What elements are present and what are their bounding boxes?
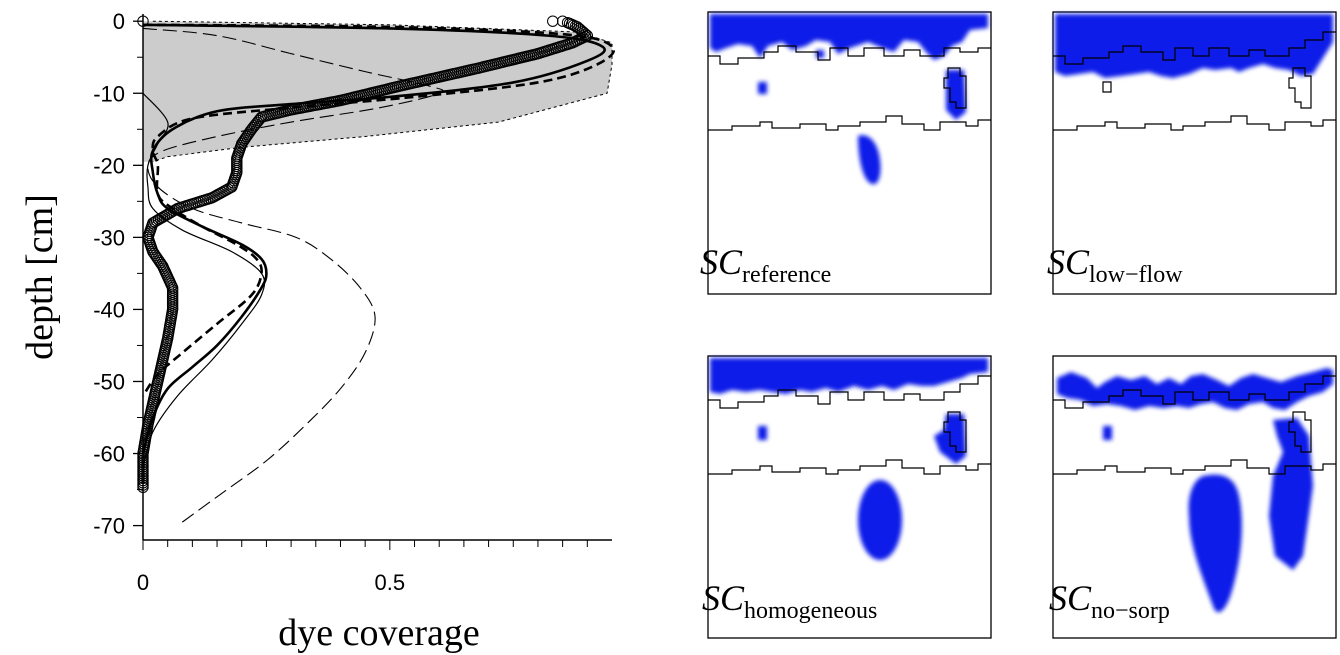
small-inclusion: [1102, 81, 1112, 93]
panel-low-flow: SClow−flow: [1047, 11, 1337, 295]
panel-label-homogeneous: SChomogeneous: [702, 578, 877, 624]
panel-reference: SCreference: [700, 11, 992, 295]
y-axis-title: depth [cm]: [19, 194, 61, 360]
circle-point: [556, 15, 569, 27]
panel-homogeneous: SChomogeneous: [702, 355, 992, 639]
y-tick-label: -20: [93, 153, 125, 178]
series-line-dashed-thin: [142, 27, 444, 527]
series-layer: [137, 15, 616, 527]
lens-outline: [943, 411, 967, 453]
axes: [142, 14, 612, 541]
y-tick-label: -10: [93, 81, 125, 106]
y-tick-label: -70: [93, 514, 125, 539]
simulation-panels: SCreference SClow−flow: [700, 11, 1337, 639]
horizon-lower: [1053, 115, 1336, 131]
x-tick-label: 0: [137, 570, 149, 595]
lens-outline: [1288, 67, 1312, 109]
x-axis-title: dye coverage: [278, 612, 480, 654]
band-edge: [152, 20, 613, 163]
y-tick-label: -40: [93, 297, 125, 322]
y-tick-label: 0: [113, 9, 125, 34]
circle-point: [547, 15, 559, 27]
panel-label-no-sorp: SCno−sorp: [1049, 578, 1170, 624]
series-line-solid-thick: [141, 23, 606, 454]
series-line-solid-thin: [142, 92, 266, 469]
panel-label-low-flow: SClow−flow: [1047, 242, 1183, 288]
horizon-upper: [1053, 31, 1336, 65]
x-tick-label: 0.5: [375, 570, 406, 595]
dye-plume: [1057, 368, 1333, 613]
horizon-upper: [708, 45, 991, 65]
dye-plume: [710, 358, 988, 560]
y-tick-label: -50: [93, 369, 125, 394]
horizon-lower: [1053, 459, 1336, 475]
series-line-dashed-thick: [141, 23, 616, 397]
ticks: 0 -10 -20 -30 -40 -50 -60 -70 0 0.5: [93, 9, 588, 595]
panel-frame: [707, 11, 992, 295]
horizon-upper: [708, 375, 991, 409]
lens-outline: [943, 67, 967, 109]
horizon-lower: [708, 459, 991, 475]
panel-label-reference: SCreference: [700, 242, 831, 288]
horizon-upper: [1053, 375, 1336, 409]
horizon-lower: [708, 115, 991, 131]
y-tick-label: -30: [93, 225, 125, 250]
circle-point: [238, 134, 250, 146]
panel-frame: [707, 355, 992, 639]
dye-plume: [1055, 14, 1333, 78]
lens-outline: [1288, 411, 1312, 453]
panel-no-sorp: SCno−sorp: [1049, 355, 1337, 639]
depth-profile-chart: 0-10-20-30-40-50-60-700 0.5 dye coverage …: [19, 9, 616, 654]
y-tick-label: -60: [93, 442, 125, 467]
